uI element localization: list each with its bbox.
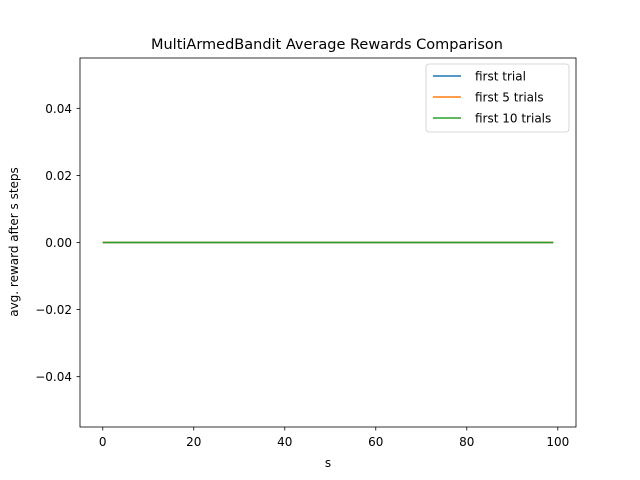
x-tick-label: 40	[277, 435, 292, 449]
legend-label-1: first trial	[475, 70, 526, 84]
y-tick-label: 0.02	[45, 169, 72, 183]
y-tick-label: 0.04	[45, 102, 72, 116]
legend-label-3: first 10 trials	[475, 112, 551, 126]
x-axis-label: s	[325, 456, 331, 470]
x-tick-label: 80	[459, 435, 474, 449]
x-tick-label: 100	[546, 435, 569, 449]
y-axis-label: avg. reward after s steps	[7, 167, 21, 317]
y-tick-label: −0.02	[35, 303, 72, 317]
axes-frame	[79, 57, 577, 428]
y-tick-label: 0.00	[45, 236, 72, 250]
y-tick-label: −0.04	[35, 370, 72, 384]
plot-area: 0 20 40 60 80 100 −0.04 −0.02 0.00 0.02 0.04	[35, 57, 577, 449]
legend: first trial first 5 trials first 10 trials	[425, 63, 570, 133]
chart-title: MultiArmedBandit Average Rewards Compari…	[151, 37, 503, 53]
y-axis-ticks: −0.04 −0.02 0.00 0.02 0.04	[35, 102, 80, 384]
x-tick-label: 20	[186, 435, 201, 449]
legend-label-2: first 5 trials	[475, 91, 544, 105]
legend-items: first trial first 5 trials first 10 trials	[433, 70, 551, 126]
x-tick-label: 60	[368, 435, 383, 449]
legend-box	[425, 63, 570, 133]
x-axis-ticks: 0 20 40 60 80 100	[99, 427, 569, 449]
x-tick-label: 0	[99, 435, 107, 449]
